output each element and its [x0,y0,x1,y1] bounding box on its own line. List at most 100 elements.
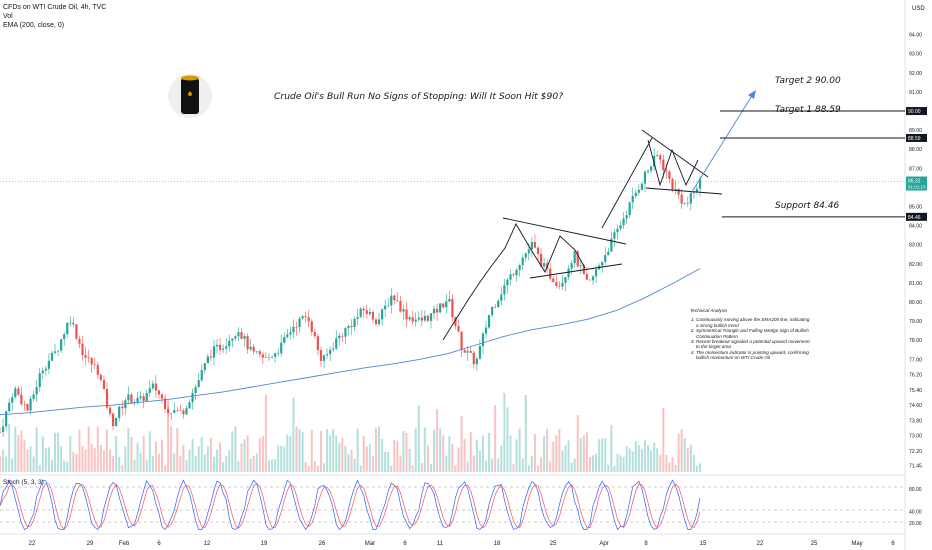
candle-body [414,319,417,322]
volume-bar [154,441,157,472]
price-tick-label: 94.00 [909,33,922,39]
volume-bar [488,432,491,472]
volume-bar [75,453,78,472]
volume-bar [558,429,561,472]
volume-bar [607,464,610,472]
volume-bar [362,435,365,472]
time-tick-label: 19 [261,541,268,547]
volume-bar [384,452,387,472]
volume-bar [206,446,209,472]
candle-body [539,253,543,267]
candle-body [579,265,582,267]
volume-bar [524,395,527,472]
volume-bar [157,453,160,472]
stoch-tick-label: 80.00 [909,487,922,493]
volume-bar [371,455,374,472]
symbol-line[interactable]: CFDs on WTI Crude Oil, 4h, TVC [3,4,107,11]
candle-body [646,170,650,172]
volume-bar [647,445,650,472]
candle-body [567,268,570,278]
candle-body [527,249,530,254]
candle-body [99,374,102,381]
volume-bar [552,441,555,472]
volume-bar [442,435,445,472]
stoch-tick-label: 40.00 [909,510,922,516]
candle-body [231,338,234,341]
price-tick-label: 91.00 [909,90,922,96]
volume-bar [151,456,154,472]
time-tick-label: 25 [550,541,557,547]
candle-body [680,194,683,204]
volume-bar [396,440,399,472]
rising-channel-line [601,137,653,229]
volume-bar [417,405,420,472]
volume-bar [295,426,298,472]
candle-body [368,311,371,314]
candle-body [338,335,341,339]
analysis-point: Symmetrical Triangle and Falling Wedge S… [696,328,810,339]
volume-bar [112,455,115,472]
volume-bar [604,438,607,472]
candle-body [209,356,213,358]
candle-body [310,321,313,332]
volume-bar [561,450,564,472]
candle-body [41,370,44,374]
analysis-point: Continuously moving above the EMA200 lin… [696,317,810,328]
candle-body [332,348,335,350]
volume-bar [653,442,656,472]
vol-label[interactable]: Vol [3,13,13,20]
candle-body [5,411,8,427]
price-tick-label: 85.00 [909,205,922,211]
volume-bar [414,428,417,472]
time-axis: 22 29 Feb 6 12 19 26 Mar 6 11 18 25 Apr 8 15 22 25 May 6 [29,541,896,547]
volume-bar [280,445,283,472]
volume-bar [115,436,118,472]
volume-bar [387,451,390,472]
volume-bar [503,392,506,472]
volume-bar [225,456,228,472]
volume-bar [264,394,267,472]
time-tick-label: May [851,541,862,547]
volume-bar [549,461,552,472]
time-tick-label: 6 [891,541,895,547]
volume-bar [289,435,292,472]
volume-bar [374,427,377,472]
volume-bar [588,457,591,472]
volume-bar [472,455,475,472]
candle-body [237,332,240,337]
candle-body [585,274,588,280]
volume-bar [683,438,686,472]
candle-body [674,188,677,190]
candle-body [384,305,387,310]
candle-body [243,336,246,339]
time-tick-label: 6 [157,541,161,547]
candle-body [408,317,411,320]
candle-body [420,317,423,321]
candle-body [451,298,454,318]
candle-body [640,183,644,190]
volume-bar [133,459,136,472]
time-tick-label: Feb [119,541,130,547]
level-tag [906,107,927,116]
candle-body [127,394,130,401]
volume-bar [255,453,258,472]
time-tick-label: 6 [403,541,407,547]
volume-bar [258,437,261,472]
volume-bar [692,454,695,472]
stoch-tick-label: 20.00 [909,521,922,527]
volume-bar [323,463,326,472]
volume-bar [127,428,130,472]
candle-body [359,308,362,317]
candle-body [44,368,47,371]
candle-body [396,300,399,302]
price-tick-label: 79.00 [909,319,922,325]
ema-label[interactable]: EMA (200, close, 0) [3,22,65,29]
volume-bar [326,429,329,472]
volume-bar [481,435,484,472]
candle-body [448,298,451,302]
candle-body [203,363,206,371]
price-tick-label: 89.00 [909,128,922,134]
volume-bar [439,428,442,472]
candle-body [283,336,286,343]
